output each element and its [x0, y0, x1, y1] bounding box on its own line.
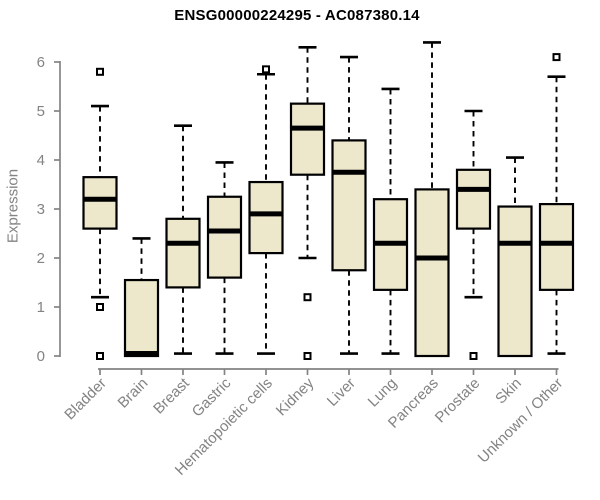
x-tick-label-skin: Skin [492, 375, 525, 408]
boxplot-kidney [289, 45, 326, 360]
outlier-point [303, 293, 312, 302]
boxplot-skin [497, 156, 533, 358]
boxplot-lung [372, 87, 409, 355]
outlier-point [96, 352, 104, 360]
y-tick-label: 3 [37, 201, 45, 218]
y-tick-label: 0 [37, 348, 45, 365]
iqr-box [206, 195, 243, 279]
iqr-box [165, 217, 201, 289]
y-tick-label: 4 [37, 152, 45, 169]
boxplot-bladder [82, 67, 118, 360]
boxplot-pancreas [414, 41, 450, 358]
boxplot-unknown-other [538, 53, 575, 355]
x-tick-label-bladder: Bladder [61, 375, 110, 424]
boxplot-breast [165, 124, 201, 355]
outlier-point [303, 352, 312, 360]
x-tick-label-liver: Liver [324, 375, 359, 410]
y-tick-label: 2 [37, 250, 45, 267]
boxplot-gastric [206, 161, 243, 355]
x-tick-label-prostate: Prostate [432, 375, 484, 427]
boxplot-hematopoietic-cells [248, 65, 284, 355]
iqr-box [497, 205, 533, 358]
iqr-box [289, 102, 326, 176]
outlier-point [96, 67, 104, 76]
boxplot-liver [331, 55, 367, 355]
x-tick-label-breast: Breast [150, 374, 193, 417]
iqr-box [538, 203, 575, 291]
iqr-box [331, 139, 367, 272]
y-tick-label: 6 [37, 54, 45, 71]
outlier-point [552, 53, 561, 62]
x-tick-label-brain: Brain [115, 375, 152, 412]
y-axis: 0 1 2 3 4 5 6 [37, 54, 61, 365]
outlier-point [469, 352, 478, 360]
y-tick-label: 5 [37, 103, 45, 120]
x-tick-label-kidney: Kidney [273, 374, 318, 419]
iqr-box [82, 176, 118, 230]
x-tick-label-lung: Lung [365, 375, 401, 411]
iqr-box [123, 278, 160, 358]
boxplot-prostate [455, 109, 492, 360]
iqr-box [414, 188, 450, 358]
boxplot-brain [123, 237, 160, 358]
chart-title: ENSG00000224295 - AC087380.14 [174, 7, 420, 24]
y-tick-label: 1 [37, 299, 45, 316]
outlier-point [96, 303, 104, 311]
iqr-box [455, 168, 492, 230]
iqr-box [248, 180, 284, 255]
outlier-point [262, 65, 270, 74]
